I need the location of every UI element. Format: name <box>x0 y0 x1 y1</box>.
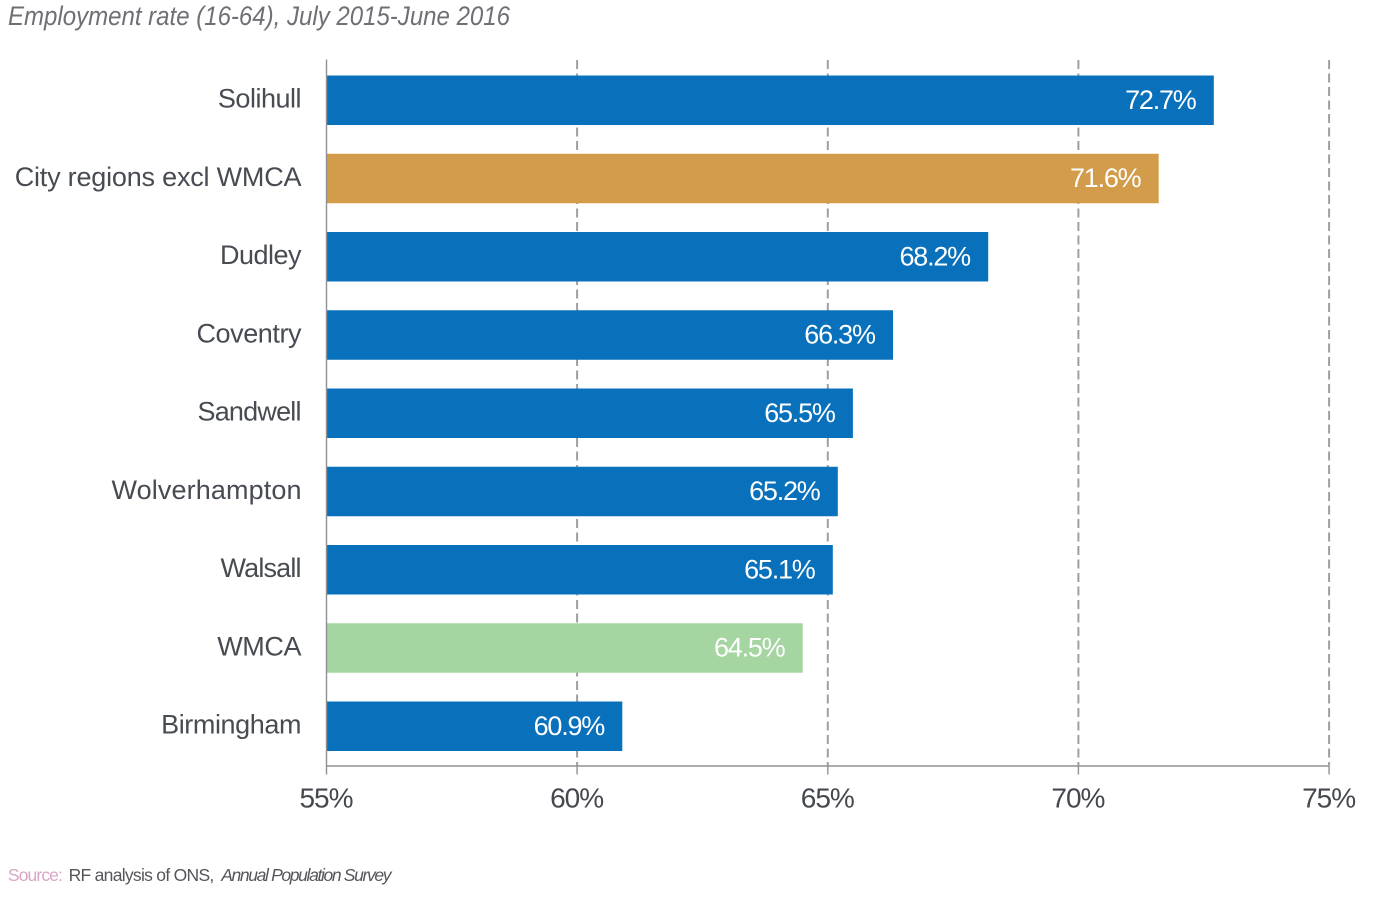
svg-text:Walsall: Walsall <box>221 553 302 583</box>
svg-text:65.5%: 65.5% <box>764 398 836 428</box>
svg-text:65.1%: 65.1% <box>744 554 816 584</box>
svg-text:66.3%: 66.3% <box>804 320 876 350</box>
svg-text:City regions excl WMCA: City regions excl WMCA <box>15 162 302 192</box>
svg-text:Annual Population Survey: Annual Population Survey <box>220 865 393 885</box>
svg-text:Wolverhampton: Wolverhampton <box>112 475 302 505</box>
svg-text:65%: 65% <box>801 783 855 814</box>
svg-text:Coventry: Coventry <box>197 318 303 348</box>
svg-text:72.7%: 72.7% <box>1125 85 1197 115</box>
svg-text:70%: 70% <box>1051 783 1105 814</box>
svg-text:60.9%: 60.9% <box>534 711 606 741</box>
svg-text:Employment rate (16-64), July: Employment rate (16-64), July 2015-June … <box>8 1 511 31</box>
svg-text:Source:: Source: <box>8 865 63 885</box>
svg-text:RF analysis of ONS,: RF analysis of ONS, <box>69 865 215 885</box>
svg-text:68.2%: 68.2% <box>900 241 972 271</box>
svg-text:55%: 55% <box>300 783 354 814</box>
svg-text:75%: 75% <box>1302 783 1356 814</box>
svg-text:60%: 60% <box>550 783 604 814</box>
svg-text:WMCA: WMCA <box>217 631 301 661</box>
svg-text:Solihull: Solihull <box>218 84 302 114</box>
svg-text:64.5%: 64.5% <box>714 633 786 663</box>
svg-text:Birmingham: Birmingham <box>161 710 301 740</box>
svg-text:Dudley: Dudley <box>220 240 302 270</box>
svg-text:65.2%: 65.2% <box>749 476 821 506</box>
svg-text:71.6%: 71.6% <box>1070 163 1142 193</box>
svg-text:Sandwell: Sandwell <box>198 397 302 427</box>
